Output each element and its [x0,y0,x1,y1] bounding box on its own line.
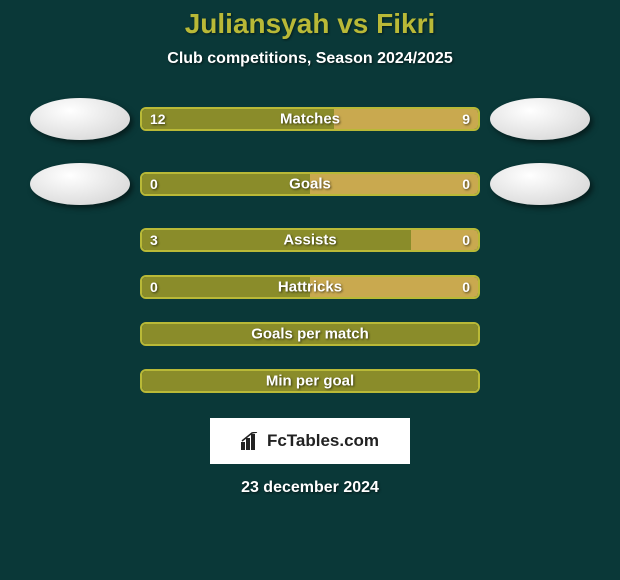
stat-value-left: 12 [150,111,166,127]
stat-bar: Matches12 9 [140,107,480,131]
stat-row: Goals per match [10,322,610,346]
stat-value-left: 0 [150,279,158,295]
branding-badge: FcTables.com [210,418,410,464]
stat-label: Hattricks [142,279,478,296]
comparison-date: 23 december 2024 [241,479,379,497]
stat-label: Assists [142,232,478,249]
player2-avatar [490,98,590,140]
player1-avatar [30,163,130,205]
stat-bar: Assists3 0 [140,228,480,252]
stat-bar: Goals per match [140,322,480,346]
stat-row: Hattricks0 0 [10,275,610,299]
stat-bar: Hattricks0 0 [140,275,480,299]
comparison-subtitle: Club competitions, Season 2024/2025 [167,50,452,68]
stat-value-right: 0 [462,279,470,295]
stat-row: Min per goal [10,369,610,393]
stat-value-right: 0 [462,176,470,192]
stat-row: Assists3 0 [10,228,610,252]
stat-bar: Min per goal [140,369,480,393]
stat-row: Matches12 9 [10,98,610,140]
player2-avatar [490,163,590,205]
stat-label: Matches [142,111,478,128]
branding-text: FcTables.com [267,431,379,451]
chart-icon [241,432,261,450]
stat-value-left: 3 [150,232,158,248]
comparison-title: Juliansyah vs Fikri [185,8,436,40]
stat-label: Goals per match [142,326,478,343]
stats-container: Matches129Goals00Assists30Hattricks00Goa… [10,98,610,416]
stat-bar: Goals0 0 [140,172,480,196]
stat-value-right: 9 [462,111,470,127]
player1-avatar [30,98,130,140]
stat-value-right: 0 [462,232,470,248]
stat-label: Min per goal [142,373,478,390]
stat-label: Goals [142,176,478,193]
stat-value-left: 0 [150,176,158,192]
stat-row: Goals0 0 [10,163,610,205]
